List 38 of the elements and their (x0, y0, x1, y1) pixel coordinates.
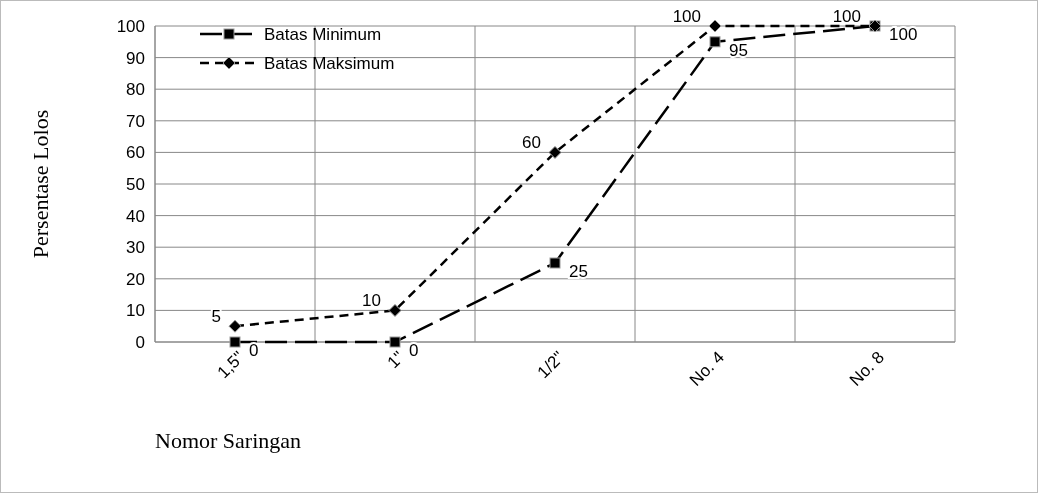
y-tick-label: 60 (126, 143, 145, 163)
y-tick-label: 20 (126, 269, 145, 289)
x-tick-label: 1,5" (213, 347, 249, 383)
data-label: 5 (211, 307, 221, 327)
y-tick-label: 40 (126, 206, 145, 226)
point (228, 319, 242, 333)
y-axis-title: Persentase Lolos (28, 109, 53, 259)
data-label: 95 (729, 40, 748, 60)
point (229, 336, 241, 348)
legend-label: Batas Maksimum (264, 53, 395, 73)
data-label: 0 (249, 340, 259, 360)
point (388, 303, 402, 317)
y-tick-label: 0 (135, 332, 145, 352)
data-label: 100 (889, 24, 918, 44)
data-label: 25 (569, 261, 588, 281)
data-label: 100 (672, 6, 701, 26)
data-label: 100 (832, 6, 861, 26)
y-tick-label: 80 (126, 80, 145, 100)
data-label: 60 (522, 133, 541, 153)
x-tick-label: 1" (383, 347, 409, 372)
point (549, 257, 561, 269)
data-label: 0 (409, 340, 419, 360)
x-axis-title: Nomor Saringan (155, 428, 302, 453)
y-tick-label: 10 (126, 301, 145, 321)
point (389, 336, 401, 348)
point (708, 19, 722, 33)
point (548, 145, 562, 159)
x-tick-label: No. 4 (685, 347, 729, 390)
y-tick-label: 70 (126, 111, 145, 131)
point (709, 36, 721, 48)
x-tick-label: 1/2" (533, 347, 569, 383)
legend-label: Batas Minimum (264, 24, 382, 44)
y-tick-label: 100 (116, 16, 145, 36)
y-tick-label: 90 (126, 48, 145, 68)
x-tick-label: No. 8 (845, 347, 889, 390)
y-tick-label: 30 (126, 238, 145, 258)
y-tick-label: 50 (126, 174, 145, 194)
data-label: 10 (362, 291, 381, 311)
